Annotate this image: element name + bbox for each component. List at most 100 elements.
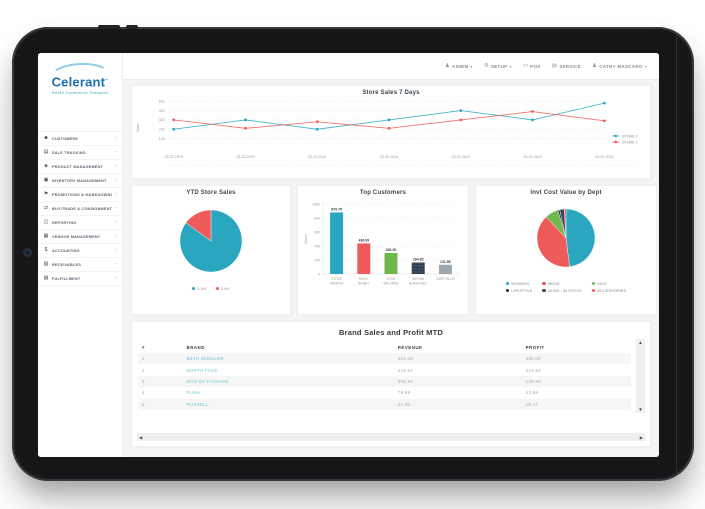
scroll-right-icon[interactable]: ▶ — [639, 434, 643, 440]
chevron-down-icon: ▾ — [470, 63, 473, 69]
svg-text:1000: 1000 — [312, 202, 320, 206]
sidebar-item-vendor-management[interactable]: ▦ VENDOR MANAGEMENT › — [38, 230, 122, 245]
legend-label: 2-NY — [221, 286, 231, 291]
sidebar-item-reporting[interactable]: ◫ REPORTING › — [38, 216, 122, 231]
chevron-right-icon: › — [115, 275, 117, 282]
topnav-item-pos[interactable]: ▭ POS — [523, 63, 541, 69]
chevron-right-icon: › — [115, 205, 117, 212]
brand-link[interactable]: PUMA — [186, 390, 201, 396]
trademark-symbol: ™ — [105, 78, 109, 82]
gear-icon: ⚙ — [483, 62, 489, 69]
horizontal-scrollbar[interactable]: ◀ ▶ — [137, 433, 645, 441]
logo-tagline: Retail Commerce Software — [51, 90, 109, 96]
topnav-item-cathy-mascaro[interactable]: ♟ CATHY MASCARO ▾ — [592, 63, 647, 69]
svg-text:04-02-2015: 04-02-2015 — [595, 155, 613, 159]
topnav-item-label: CATHY MASCARO — [599, 63, 643, 69]
sidebar: Celerant™ Retail Commerce Software ☻ CUST… — [38, 53, 123, 457]
sidebar-item-inventory-management[interactable]: ▣ INVENTORY MANAGEMENT › — [38, 174, 122, 189]
topnav-item-setup[interactable]: ⚙ SETUP ▾ — [483, 62, 512, 69]
brand-link[interactable]: MAN OF FASHION — [186, 378, 229, 384]
brand-link[interactable]: RUSSELL — [186, 401, 209, 407]
chevron-down-icon: ▾ — [509, 63, 512, 69]
topnav-item-service[interactable]: ▤ SERVICE — [552, 63, 581, 69]
legend-item-guns-in-stock[interactable]: GUNS - IN STOCK — [542, 288, 582, 293]
legend-item-mens[interactable]: MENS — [542, 281, 581, 286]
sidebar-item-label: BUY/TRADE & CONSIGNMENT — [52, 206, 113, 211]
table-cell: 42.00 — [397, 401, 411, 407]
chevron-down-icon: ▾ — [644, 63, 647, 69]
celerant-logo[interactable]: Celerant™ Retail Commerce Software — [42, 61, 118, 96]
scroll-left-icon[interactable]: ◀ — [139, 434, 143, 440]
sidebar-item-buy-trade-consignment[interactable]: ⇄ BUY/TRADE & CONSIGNMENT › — [38, 202, 122, 217]
brand-link[interactable]: NORTH FACE — [186, 367, 218, 373]
legend-item-womens[interactable]: WOMENS — [505, 281, 533, 286]
brand-sales-table: # BRAND REVENUE PROFIT 1 BETH MUELLER 410.00 32… — [138, 342, 631, 410]
scroll-up-icon[interactable]: ▲ — [638, 340, 643, 345]
table-cell: 325.00 — [525, 356, 541, 362]
sidebar-item-label: SALE TRACKING — [52, 150, 86, 155]
sidebar-item-promotions-markdowns[interactable]: ⚑ PROMOTIONS & MARKDOWNS › — [38, 188, 122, 203]
tablet-frame: Celerant™ Retail Commerce Software ☻ CUST… — [12, 25, 694, 481]
legend-label: ACCESSORIES — [597, 288, 627, 293]
vendor-icon: ▦ — [43, 233, 49, 240]
svg-text:SIERRA: SIERRA — [412, 277, 425, 281]
tablet-power-button — [98, 25, 120, 29]
sidebar-item-receivables[interactable]: ▧ RECEIVABLES › — [38, 258, 122, 273]
reporting-chart-icon: ◫ — [43, 219, 49, 226]
table-cell: 43.99 — [525, 390, 539, 396]
dashboard-content: Store Sales 7 Days 500 400 300 200 100 Sales 0… — [123, 80, 659, 457]
legend-label: KIDS — [597, 281, 607, 286]
sidebar-item-sale-tracking[interactable]: ▤ SALE TRACKING › — [38, 146, 122, 161]
tablet-bezel-seam — [676, 35, 677, 473]
table-row[interactable]: 3 MAN OF FASHION 308.54 149.59 — [138, 375, 631, 388]
table-row[interactable]: 4 PUMA 79.99 43.99 — [138, 387, 631, 398]
legend-item-1-ny[interactable]: 1-NY — [191, 286, 207, 291]
svg-text:400: 400 — [159, 109, 165, 113]
svg-text:164.85: 164.85 — [413, 257, 424, 261]
table-row[interactable]: 5 RUSSELL 42.00 19.27 — [138, 398, 631, 410]
svg-text:STAN: STAN — [387, 277, 396, 281]
sidebar-item-label: FULFILLMENT — [52, 276, 81, 281]
sidebar-item-label: CUSTOMERS — [52, 136, 78, 141]
legend-item-lifestyle[interactable]: LIFESTYLE — [505, 288, 532, 293]
svg-text:200: 200 — [314, 258, 320, 262]
column-header-revenue[interactable]: REVENUE — [397, 345, 423, 350]
table-row[interactable]: 1 BETH MUELLER 410.00 325.00 — [138, 353, 631, 365]
sale-tracking-icon: ▤ — [43, 149, 49, 156]
legend-label: GUNS - IN STOCK — [547, 288, 582, 293]
legend-item-accessories[interactable]: ACCESSORIES — [591, 288, 627, 293]
scroll-down-icon[interactable]: ▼ — [638, 407, 643, 412]
svg-text:500: 500 — [159, 100, 165, 104]
sidebar-item-fulfillment[interactable]: ▨ FULFILLMENT › — [38, 272, 122, 287]
store-sales-line-chart: 500 400 300 200 100 Sales 03-27-2015 03-28-2015… — [132, 96, 650, 174]
svg-text:STORE 1: STORE 1 — [622, 140, 637, 144]
chevron-right-icon: › — [115, 233, 117, 240]
chevron-right-icon: › — [115, 261, 117, 268]
topnav-item-admin[interactable]: ♟ ADMIN ▾ — [445, 63, 473, 69]
main-area: ♟ ADMIN ▾ ⚙ SETUP ▾ ▭ POS ▤ SERVICE ♟ CATHY MASCARO… — [123, 53, 659, 457]
table-cell: 5 — [142, 401, 145, 407]
vertical-scrollbar[interactable]: ▲ ▼ — [636, 339, 645, 413]
svg-text:200: 200 — [159, 128, 165, 132]
column-header-brand[interactable]: BRAND — [186, 345, 205, 350]
topnav-item-label: SETUP — [490, 63, 508, 69]
svg-text:800: 800 — [314, 216, 320, 220]
chevron-right-icon: › — [115, 149, 117, 156]
table-cell: 79.99 — [397, 390, 411, 396]
table-cell: 4 — [142, 390, 145, 396]
legend-item-2-ny[interactable]: 2-NY — [215, 286, 231, 291]
dollar-icon: $ — [44, 247, 48, 254]
column-header-profit[interactable]: PROFIT — [525, 345, 545, 350]
sidebar-item-product-management[interactable]: ◈ PRODUCT MANAGEMENT › — [38, 160, 122, 175]
svg-text:03-30-2015: 03-30-2015 — [380, 155, 398, 159]
column-header-num[interactable]: # — [142, 345, 145, 350]
brand-link[interactable]: BETH MUELLER — [186, 356, 224, 362]
invt-cost-pie-legend: WOMENS MENS KIDS LIFESTYLE GUNS - IN STOCK AC… — [476, 281, 656, 293]
legend-item-kids[interactable]: KIDS — [591, 281, 626, 286]
buy-trade-icon: ⇄ — [43, 205, 49, 212]
sidebar-item-accounting[interactable]: $ ACCOUNTING › — [38, 244, 122, 259]
sidebar-item-customers[interactable]: ☻ CUSTOMERS › — [38, 131, 122, 147]
table-row[interactable]: 2 NORTH FACE 444.54 215.54 — [138, 364, 631, 375]
middle-panels-row: YTD Store Sales 1-NY 2-NY Top Customers 0… — [131, 185, 657, 315]
fulfillment-icon: ▨ — [43, 275, 49, 282]
